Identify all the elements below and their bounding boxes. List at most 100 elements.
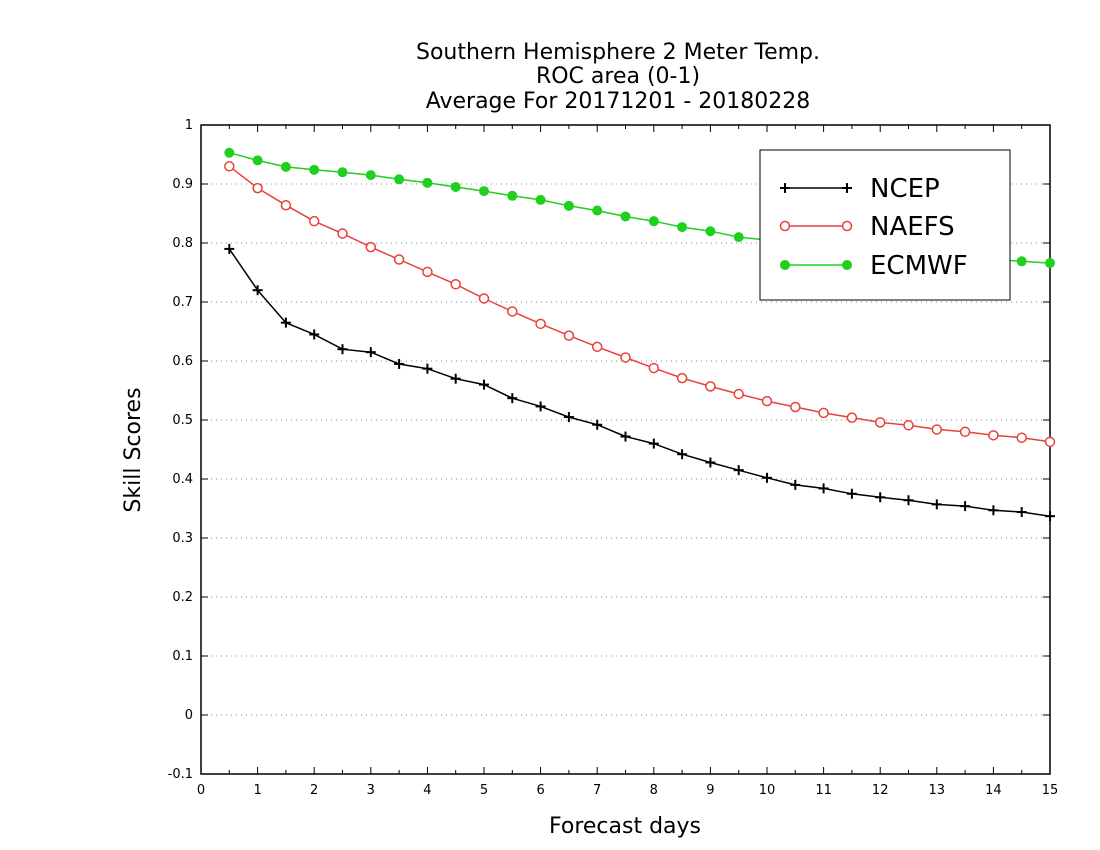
- legend-marker: [841, 220, 853, 232]
- y-tick-label: 0.9: [172, 177, 193, 192]
- point-ecmwf: [677, 222, 688, 233]
- x-tick-label: 7: [593, 783, 601, 798]
- title-line-2: ROC area (0-1): [536, 64, 700, 89]
- point-naefs: [620, 352, 631, 363]
- point-ecmwf: [705, 226, 716, 237]
- point-ecmwf: [422, 177, 433, 188]
- point-ecmwf: [592, 205, 603, 216]
- point-ncep: [422, 363, 433, 374]
- point-ncep: [818, 483, 829, 494]
- point-ncep: [648, 438, 659, 449]
- point-ecmwf: [535, 194, 546, 205]
- point-naefs: [535, 318, 546, 330]
- point-ncep: [960, 501, 971, 512]
- x-tick-label: 13: [929, 783, 946, 798]
- point-ncep: [846, 488, 857, 499]
- legend-marker: [780, 183, 790, 193]
- point-naefs: [874, 417, 886, 428]
- point-naefs: [761, 395, 773, 407]
- x-tick-label: 11: [815, 783, 832, 798]
- title-line-1: Southern Hemisphere 2 Meter Temp.: [416, 40, 820, 65]
- y-tick-label: 1: [185, 118, 193, 133]
- point-naefs: [959, 426, 971, 438]
- point-naefs: [1044, 436, 1056, 448]
- y-tick-label: 0.1: [172, 649, 193, 664]
- x-tick-label: 1: [253, 783, 261, 798]
- point-ncep: [988, 505, 999, 516]
- point-ecmwf: [733, 232, 744, 243]
- point-ncep: [224, 243, 235, 254]
- legend-box: [759, 149, 1011, 301]
- point-ecmwf: [337, 167, 348, 178]
- x-tick-label: 0: [197, 783, 205, 798]
- legend-marker: [842, 183, 852, 193]
- point-ncep: [563, 412, 574, 423]
- x-tick-label: 9: [706, 783, 714, 798]
- x-tick-label: 4: [423, 783, 431, 798]
- y-tick-label: 0.4: [172, 472, 193, 487]
- point-naefs: [818, 407, 829, 419]
- series-ncep: [224, 243, 1055, 522]
- point-ecmwf: [280, 161, 291, 172]
- point-naefs: [337, 228, 348, 239]
- legend-label-ecmwf: ECMWF: [870, 251, 968, 281]
- point-ncep: [1045, 511, 1055, 522]
- point-ncep: [309, 329, 320, 340]
- point-ncep: [620, 431, 631, 442]
- y-tick-label: 0.5: [172, 413, 193, 428]
- point-naefs: [563, 330, 575, 341]
- y-tick-label: 0.3: [172, 531, 193, 546]
- point-ncep: [592, 419, 603, 430]
- y-tick-label: 0.6: [172, 354, 193, 369]
- legend-label-naefs: NAEFS: [870, 212, 955, 242]
- point-naefs: [507, 306, 518, 317]
- point-naefs: [903, 420, 914, 431]
- legend-marker: [780, 260, 790, 270]
- point-naefs: [733, 388, 744, 400]
- x-tick-label: 14: [985, 783, 1002, 798]
- point-ncep: [535, 401, 546, 412]
- point-ncep: [903, 495, 914, 506]
- y-tick-label: 0.2: [172, 590, 193, 605]
- y-axis-label: Skill Scores: [121, 387, 146, 512]
- point-naefs: [365, 241, 377, 253]
- point-naefs: [308, 215, 320, 227]
- y-tick-label: 0.7: [172, 295, 193, 310]
- point-ncep: [762, 472, 772, 483]
- point-ncep: [507, 393, 518, 404]
- point-ecmwf: [479, 186, 489, 197]
- point-ncep: [677, 449, 688, 460]
- point-naefs: [846, 412, 858, 423]
- x-tick-label: 3: [367, 783, 375, 798]
- x-tick-label: 10: [759, 783, 776, 798]
- point-ncep: [479, 379, 489, 390]
- point-ecmwf: [648, 216, 659, 227]
- point-ecmwf: [620, 211, 631, 222]
- point-ncep: [790, 479, 801, 490]
- point-naefs: [591, 341, 603, 353]
- point-ncep: [394, 358, 405, 369]
- point-ncep: [337, 344, 348, 355]
- x-tick-label: 15: [1042, 783, 1059, 798]
- point-ncep: [931, 499, 942, 510]
- legend-entry-ecmwf: ECMWF: [780, 251, 968, 281]
- point-ncep: [450, 373, 461, 384]
- series-layer: [224, 147, 1056, 522]
- point-naefs: [393, 254, 405, 265]
- x-tick-label: 8: [650, 783, 658, 798]
- point-ncep: [733, 465, 744, 476]
- point-ecmwf: [309, 164, 320, 175]
- title-line-3: Average For 20171201 - 20180228: [426, 89, 811, 114]
- point-ecmwf: [224, 147, 235, 158]
- legend-label-ncep: NCEP: [870, 174, 940, 204]
- point-naefs: [224, 161, 235, 172]
- point-naefs: [705, 381, 716, 392]
- y-tick-label: 0.8: [172, 236, 193, 251]
- point-ncep: [875, 492, 886, 503]
- point-ecmwf: [1016, 256, 1027, 267]
- x-axis-label: Forecast days: [549, 814, 701, 839]
- point-ecmwf: [365, 170, 376, 181]
- point-ecmwf: [1045, 258, 1055, 269]
- legend-entry-naefs: NAEFS: [779, 212, 955, 242]
